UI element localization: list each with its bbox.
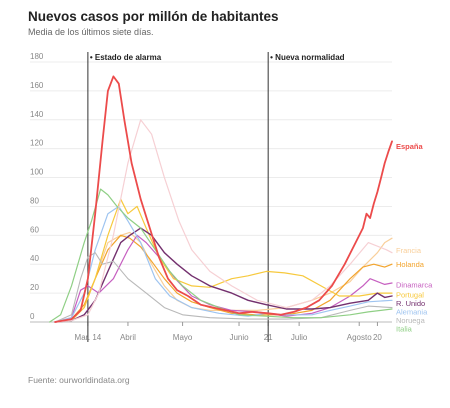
x-tick-label: Julio <box>291 333 308 342</box>
y-tick-label: 120 <box>30 139 44 148</box>
series-line-holanda <box>54 234 393 323</box>
series-line-portugal <box>54 198 393 323</box>
chart-subtitle: Media de los últimos siete días. <box>28 27 154 37</box>
annotation-label: • Nueva normalidad <box>270 53 344 62</box>
series-label: Francia <box>396 246 422 255</box>
series-label: R. Unido <box>396 299 425 308</box>
series-label: Holanda <box>396 260 425 269</box>
x-tick-label: 20 <box>373 333 382 342</box>
series-line-italia <box>49 188 393 323</box>
y-tick-label: 140 <box>30 110 44 119</box>
series-line-unlabeled <box>54 119 393 323</box>
series-line-alemania <box>54 205 393 323</box>
x-tick-label: Mayo <box>173 333 193 342</box>
x-tick-label: Junio <box>229 333 249 342</box>
y-tick-label: 80 <box>30 196 39 205</box>
y-tick-label: 60 <box>30 225 39 234</box>
series-label: Dinamarca <box>396 280 433 289</box>
x-tick-label: Agosto <box>347 333 372 342</box>
x-tick-label: Abril <box>120 333 136 342</box>
chart-title: Nuevos casos por millón de habitantes <box>28 9 279 24</box>
series-labels: España Francia Holanda Dinamarca PortugalR. … <box>396 142 433 334</box>
series-line-noruega <box>54 252 393 323</box>
y-tick-label: 100 <box>30 168 44 177</box>
annotation-label: • Estado de alarma <box>90 53 162 62</box>
series-label: Italia <box>396 325 413 334</box>
y-tick-label: 0 <box>30 312 35 321</box>
series-line-espa-a <box>54 75 393 323</box>
y-tick-label: 160 <box>30 81 44 90</box>
y-tick-label: 180 <box>30 52 44 61</box>
series-label: España <box>396 142 424 151</box>
chart-source: Fuente: ourworldindata.org <box>28 375 130 385</box>
grid-lines <box>30 61 392 323</box>
series-label: Noruega <box>396 316 426 325</box>
annotations: • Estado de alarma • Nueva normalidad <box>87 52 345 342</box>
y-tick-label: 40 <box>30 254 39 263</box>
x-axis: Mar. 14 Abril Mayo Junio 21 Julio Agosto 20 <box>75 322 382 342</box>
series-line-r-unido <box>54 227 393 323</box>
y-axis: 0 20 40 60 80 100 120 140 160 180 <box>30 52 44 321</box>
series-lines <box>49 75 393 323</box>
y-tick-label: 20 <box>30 283 39 292</box>
series-label: Alemania <box>396 308 428 317</box>
series-label: Portugal <box>396 291 424 300</box>
